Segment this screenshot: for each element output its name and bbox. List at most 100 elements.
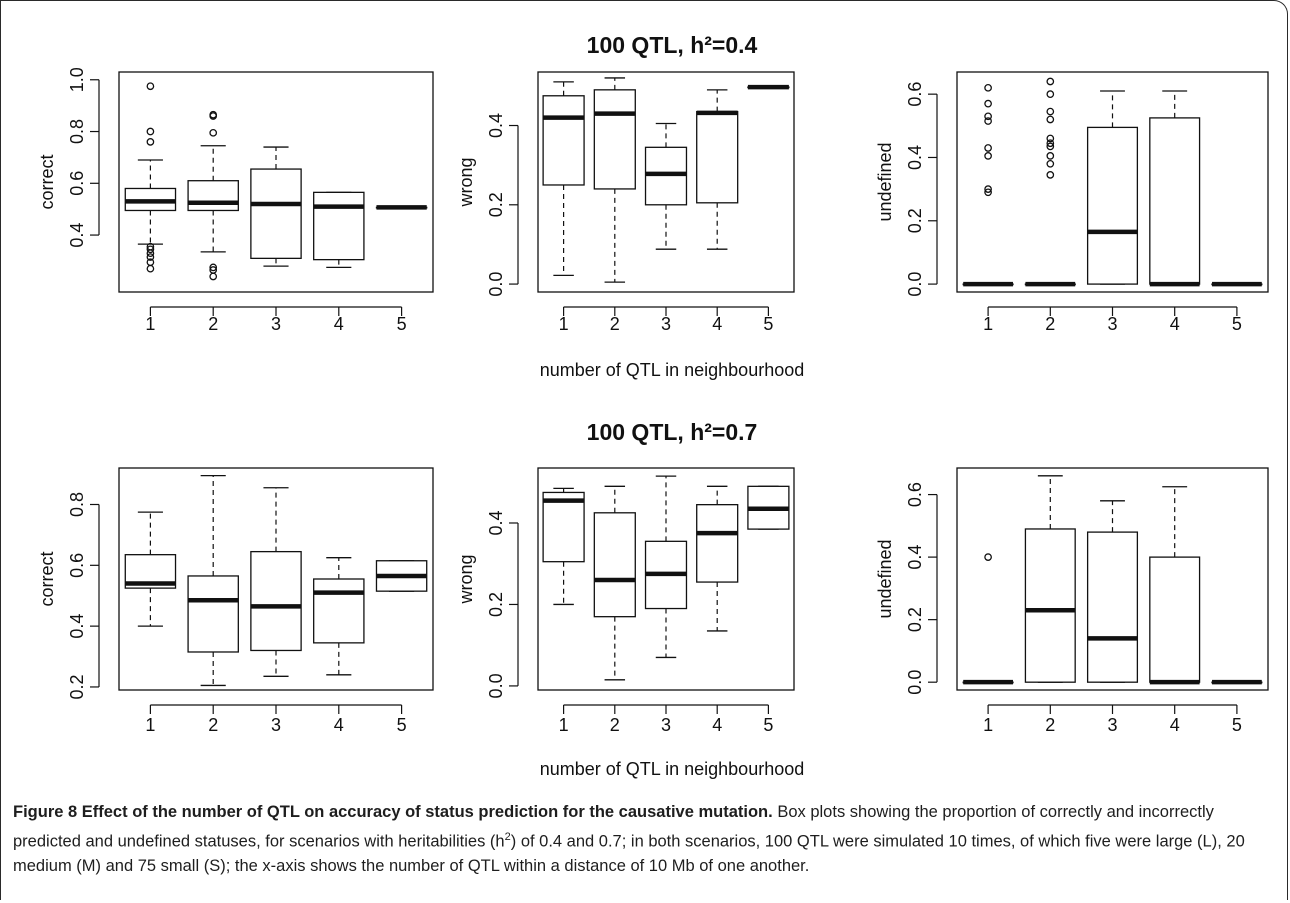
y-tick-label: 0.4 <box>905 545 925 570</box>
x-tick-label: 1 <box>983 314 993 334</box>
box-4 <box>696 89 739 250</box>
panel-1-2: 0.0 0.2 0.4 0.6 undefined 1 2 3 4 5 <box>875 467 1269 735</box>
y-tick-label: 0.4 <box>486 510 506 535</box>
outlier-point <box>1046 115 1055 124</box>
y-tick-label: 0.0 <box>486 272 506 297</box>
y-tick-label: 0.4 <box>67 614 87 639</box>
caption-body-2: ) of 0.4 and 0.7; in both scenarios, 100… <box>13 832 1245 875</box>
box-4 <box>313 557 365 676</box>
outlier-point <box>209 128 218 137</box>
box-2 <box>187 110 239 281</box>
outlier-point <box>984 152 992 160</box>
outlier-point <box>209 263 218 272</box>
x-tick-label: 1 <box>559 314 569 334</box>
box-rect <box>593 89 636 190</box>
box-3 <box>1086 500 1139 683</box>
plot-frame <box>956 71 1269 293</box>
box-5 <box>747 84 790 90</box>
box-1 <box>542 487 585 606</box>
panel-0-0: 0.4 0.6 0.8 1.0 correct 1 2 3 4 5 <box>37 67 434 334</box>
y-tick-label: 0.2 <box>67 674 87 699</box>
caption-body-1: Box plots showing the proportion of corr… <box>13 803 1214 850</box>
box-4 <box>313 191 365 269</box>
plot-frame <box>118 467 434 691</box>
box-2 <box>187 474 239 687</box>
box-1 <box>962 553 1014 685</box>
box-rect <box>1086 126 1139 285</box>
outlier-point <box>209 272 218 281</box>
plot-frame <box>537 71 795 293</box>
outlier-point <box>146 264 155 273</box>
x-axis-label-top: number of QTL in neighbourhood <box>540 360 805 380</box>
panel-0-1: 0.0 0.2 0.4 wrong 1 2 3 4 5 <box>456 71 795 334</box>
box-rect <box>696 110 739 204</box>
x-tick-label: 1 <box>145 715 155 735</box>
x-axis-label-bottom: number of QTL in neighbourhood <box>540 759 805 779</box>
outlier-point <box>1046 142 1055 151</box>
outlier-point <box>1046 77 1055 86</box>
y-axis-label: wrong <box>456 157 476 207</box>
box-plot-figure: 100 QTL, h²=0.4 100 QTL, h²=0.7 number o… <box>37 32 1269 779</box>
outlier-point <box>984 553 992 561</box>
box-3 <box>644 475 688 659</box>
box-rect <box>250 550 302 652</box>
plot-frame <box>537 467 795 691</box>
box-1 <box>542 81 585 277</box>
x-tick-label: 2 <box>208 715 218 735</box>
y-tick-label: 0.0 <box>905 272 925 297</box>
outlier-point <box>984 188 992 197</box>
y-tick-label: 0.6 <box>905 82 925 107</box>
x-tick-label: 4 <box>1170 314 1180 334</box>
box-rect <box>1149 117 1201 285</box>
box-rect <box>542 95 585 186</box>
panel-1-0: 0.2 0.4 0.6 0.8 correct 1 2 3 4 5 <box>37 467 434 735</box>
y-tick-label: 0.8 <box>67 119 87 144</box>
x-tick-label: 2 <box>1045 314 1055 334</box>
outlier-point <box>146 253 155 261</box>
x-tick-label: 2 <box>208 314 218 334</box>
outlier-point <box>984 99 992 108</box>
box-rect <box>250 168 302 260</box>
y-tick-label: 0.4 <box>905 145 925 170</box>
x-tick-label: 5 <box>763 314 773 334</box>
outlier-point <box>984 117 992 125</box>
box-3 <box>1086 90 1139 285</box>
y-tick-label: 0.0 <box>905 670 925 695</box>
outlier-point <box>1046 107 1055 116</box>
x-tick-label: 3 <box>271 314 281 334</box>
box-plot-grid: 100 QTL, h²=0.4 100 QTL, h²=0.7 number o… <box>37 32 1269 779</box>
outlier-point <box>984 112 992 121</box>
y-tick-label: 0.8 <box>67 492 87 517</box>
y-axis-label: undefined <box>875 539 895 618</box>
y-tick-label: 0.0 <box>486 673 506 698</box>
y-tick-label: 0.2 <box>486 592 506 617</box>
y-tick-label: 1.0 <box>67 67 87 92</box>
box-4 <box>1149 486 1201 685</box>
y-tick-label: 0.4 <box>67 223 87 248</box>
x-tick-label: 2 <box>610 715 620 735</box>
y-axis-label: undefined <box>875 142 895 221</box>
box-3 <box>250 487 302 677</box>
plot-frame <box>956 467 1269 691</box>
outlier-point <box>1046 171 1055 179</box>
box-rect <box>696 504 739 583</box>
box-2 <box>593 485 636 681</box>
box-3 <box>250 146 302 267</box>
x-tick-label: 1 <box>145 314 155 334</box>
x-tick-label: 3 <box>271 715 281 735</box>
x-tick-label: 4 <box>334 314 344 334</box>
row-title-bottom: 100 QTL, h²=0.7 <box>587 419 758 445</box>
outlier-point <box>1046 134 1055 143</box>
x-tick-label: 5 <box>397 715 407 735</box>
y-tick-label: 0.2 <box>905 607 925 632</box>
y-axis-label: correct <box>37 154 57 209</box>
box-5 <box>747 485 790 530</box>
outlier-point <box>146 138 155 146</box>
box-5 <box>1211 679 1263 685</box>
x-tick-label: 3 <box>661 314 671 334</box>
box-rect <box>187 180 239 212</box>
box-5 <box>375 560 428 592</box>
box-2 <box>1024 77 1076 287</box>
